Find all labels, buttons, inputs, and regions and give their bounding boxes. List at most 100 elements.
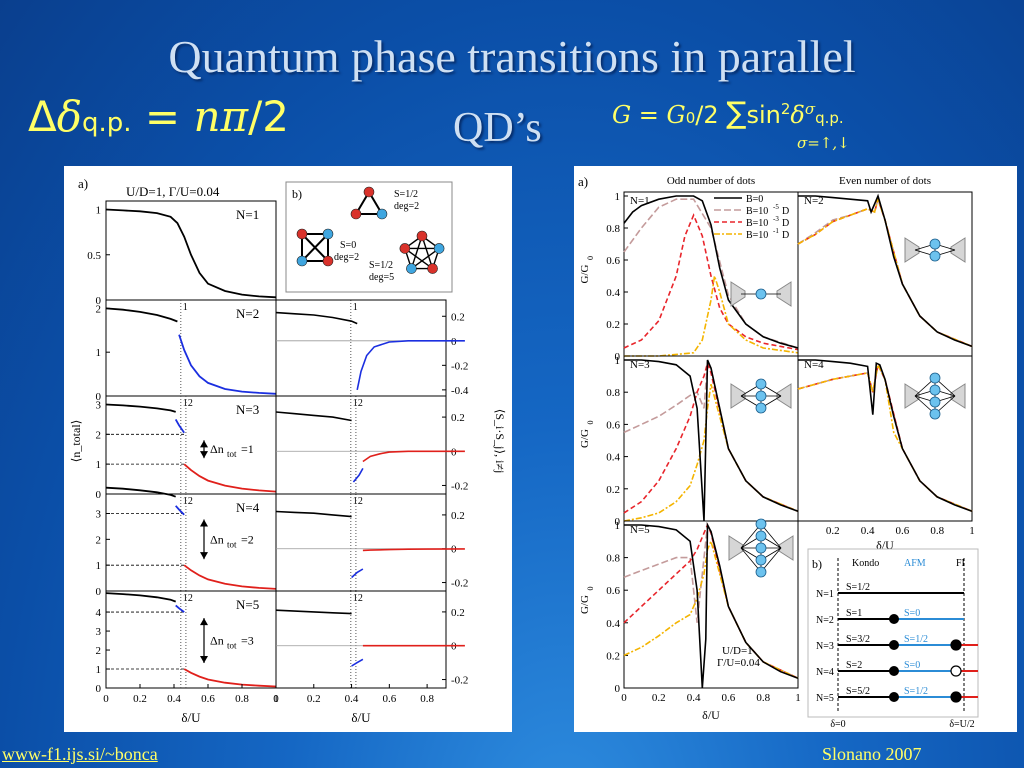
transition-marker-left: 2: [188, 593, 193, 604]
transition-marker-left: 1: [183, 302, 188, 313]
kondo-spin: S=1: [846, 608, 862, 619]
x-tick-label-right: 0.2: [307, 693, 321, 705]
transition-marker-left: 1: [183, 398, 188, 409]
params-gamma: Γ/U=0.04: [717, 657, 760, 669]
g-x-tick-label: 1: [795, 692, 801, 704]
s-plot-frame: [275, 493, 447, 592]
g-curve-b0: [624, 521, 799, 689]
subplot-label-N=2: N=2: [804, 195, 824, 207]
g-curve-b1e-5: [797, 362, 973, 513]
delta-n-value: =1: [241, 442, 254, 456]
y-tick-label: 1: [96, 205, 102, 217]
pentagon-bond: [410, 235, 423, 269]
y-tick-label: 2: [96, 303, 102, 315]
state-deg: deg=5: [369, 272, 394, 283]
n-total-curve-black: [105, 403, 176, 413]
s-y-tick-label: -0.2: [451, 675, 468, 687]
s-y-tick-label: -0.2: [451, 360, 468, 372]
arrow-head-down: [200, 451, 208, 459]
pentagon-bond: [404, 247, 433, 270]
g-y-axis-label: G/G: [579, 264, 591, 283]
col-title-odd: Odd number of dots: [667, 175, 755, 187]
row-n-label: N=1: [816, 589, 834, 600]
header-fi: FI: [956, 558, 965, 569]
x-tick-label: 0.2: [133, 693, 147, 705]
x-tick-label-right: 0.6: [382, 693, 396, 705]
x-tick-label: 0.8: [235, 693, 249, 705]
quantum-dot-icon: [929, 238, 941, 250]
phase-x-right: δ=U/2: [949, 719, 974, 730]
quantum-dot-icon: [755, 542, 767, 554]
params-ud: U/D=1: [722, 645, 753, 657]
x-tick-label-right: 0.4: [345, 693, 359, 705]
footer-conference: Slonano 2007: [822, 744, 922, 764]
g-y-tick-label: 0.2: [606, 319, 620, 331]
arrow-head-up: [200, 618, 208, 626]
y-tick-label: 0: [96, 391, 102, 403]
footer-url[interactable]: www-f1.ijs.si/~bonca: [2, 744, 158, 764]
n-total-curve-black: [105, 307, 178, 323]
state-label: S=0: [340, 240, 356, 251]
s-plot-frame: [275, 590, 447, 689]
g-curve-b1e-1: [623, 538, 799, 679]
g-curve-b1e-3: [623, 522, 799, 679]
quantum-dot-icon: [755, 530, 767, 542]
formula-phase-shift: Δδq.p. = nπ/2: [28, 92, 289, 141]
left-figure-panel: a) U/D=1, Γ/U=0.04 1 0.5 0 N=1 2 1 0 N=2 1 1 0.2 0 -0.…: [64, 166, 512, 732]
legend-sup: -5: [773, 203, 779, 211]
delta-n-sub: tot: [227, 449, 237, 459]
y-tick-label: 3: [96, 509, 102, 521]
g-curve-b1e-1: [797, 362, 973, 513]
g-curve-b1e-3: [797, 362, 973, 513]
legend-sup: -3: [773, 215, 779, 223]
n-total-curve-red: [183, 463, 277, 493]
s-y-tick-label: -0.4: [451, 385, 469, 397]
n-total-curve-blue: [178, 334, 277, 395]
subplot-label-N=3: N=3: [630, 359, 650, 371]
n-total-curve-blue: [175, 604, 185, 613]
transition-point-icon: [950, 691, 962, 703]
dot-red: [363, 186, 375, 198]
quantum-dot-icon: [755, 288, 767, 300]
s-curve-black: [275, 609, 352, 615]
half-fraction: /2: [248, 92, 290, 141]
g-y-tick-label: 0.6: [606, 255, 620, 267]
g-y-tick-label: 0.2: [606, 484, 620, 496]
quantum-dot-icon: [929, 408, 941, 420]
subplot-label-N=5: N=5: [630, 524, 650, 536]
quantum-dot-icon: [755, 566, 767, 578]
y-tick-label: 1: [96, 347, 102, 359]
g0-subscript: 0: [685, 109, 696, 127]
row-label-N=1: N=1: [236, 207, 259, 222]
panel-label-a: a): [78, 176, 88, 191]
y-axis-label-ntotal: ⟨n_total⟩: [69, 420, 83, 463]
s-curve-blue: [356, 340, 465, 391]
lead-left-icon: [728, 535, 744, 561]
col-title-even: Even number of dots: [839, 175, 931, 187]
g0-symbol: G: [666, 101, 686, 129]
g-x-tick-label: 0.8: [756, 692, 770, 704]
y-tick-label: 0: [96, 295, 102, 307]
transition-marker-right: 1: [353, 302, 358, 313]
transition-point-icon: [950, 639, 962, 651]
g-x-tick-label: 0.4: [687, 692, 701, 704]
g-y-tick-label: 0.6: [606, 419, 620, 431]
y-tick-label: 1: [96, 459, 102, 471]
delta-qp-symbol: δ: [790, 101, 805, 129]
legend-tail: D: [782, 218, 789, 229]
transition-point-icon: [889, 614, 899, 624]
y-tick-label: 3: [96, 626, 102, 638]
phase-diagram-frame: [807, 548, 979, 718]
transition-marker-right: 1: [353, 496, 358, 507]
s-curve-black: [275, 411, 352, 422]
y-tick-label: 3: [96, 399, 102, 411]
x-tick-label: 0: [103, 693, 109, 705]
triangle-bonds: [354, 190, 384, 215]
row-label-N=5: N=5: [236, 597, 259, 612]
dot-red: [399, 243, 411, 254]
dot-red: [427, 263, 438, 274]
g-y-axis-sub: 0: [586, 256, 595, 260]
s-y-tick-label: 0: [451, 446, 457, 458]
transition-point-icon: [889, 666, 899, 676]
afm-spin: S=0: [904, 660, 920, 671]
